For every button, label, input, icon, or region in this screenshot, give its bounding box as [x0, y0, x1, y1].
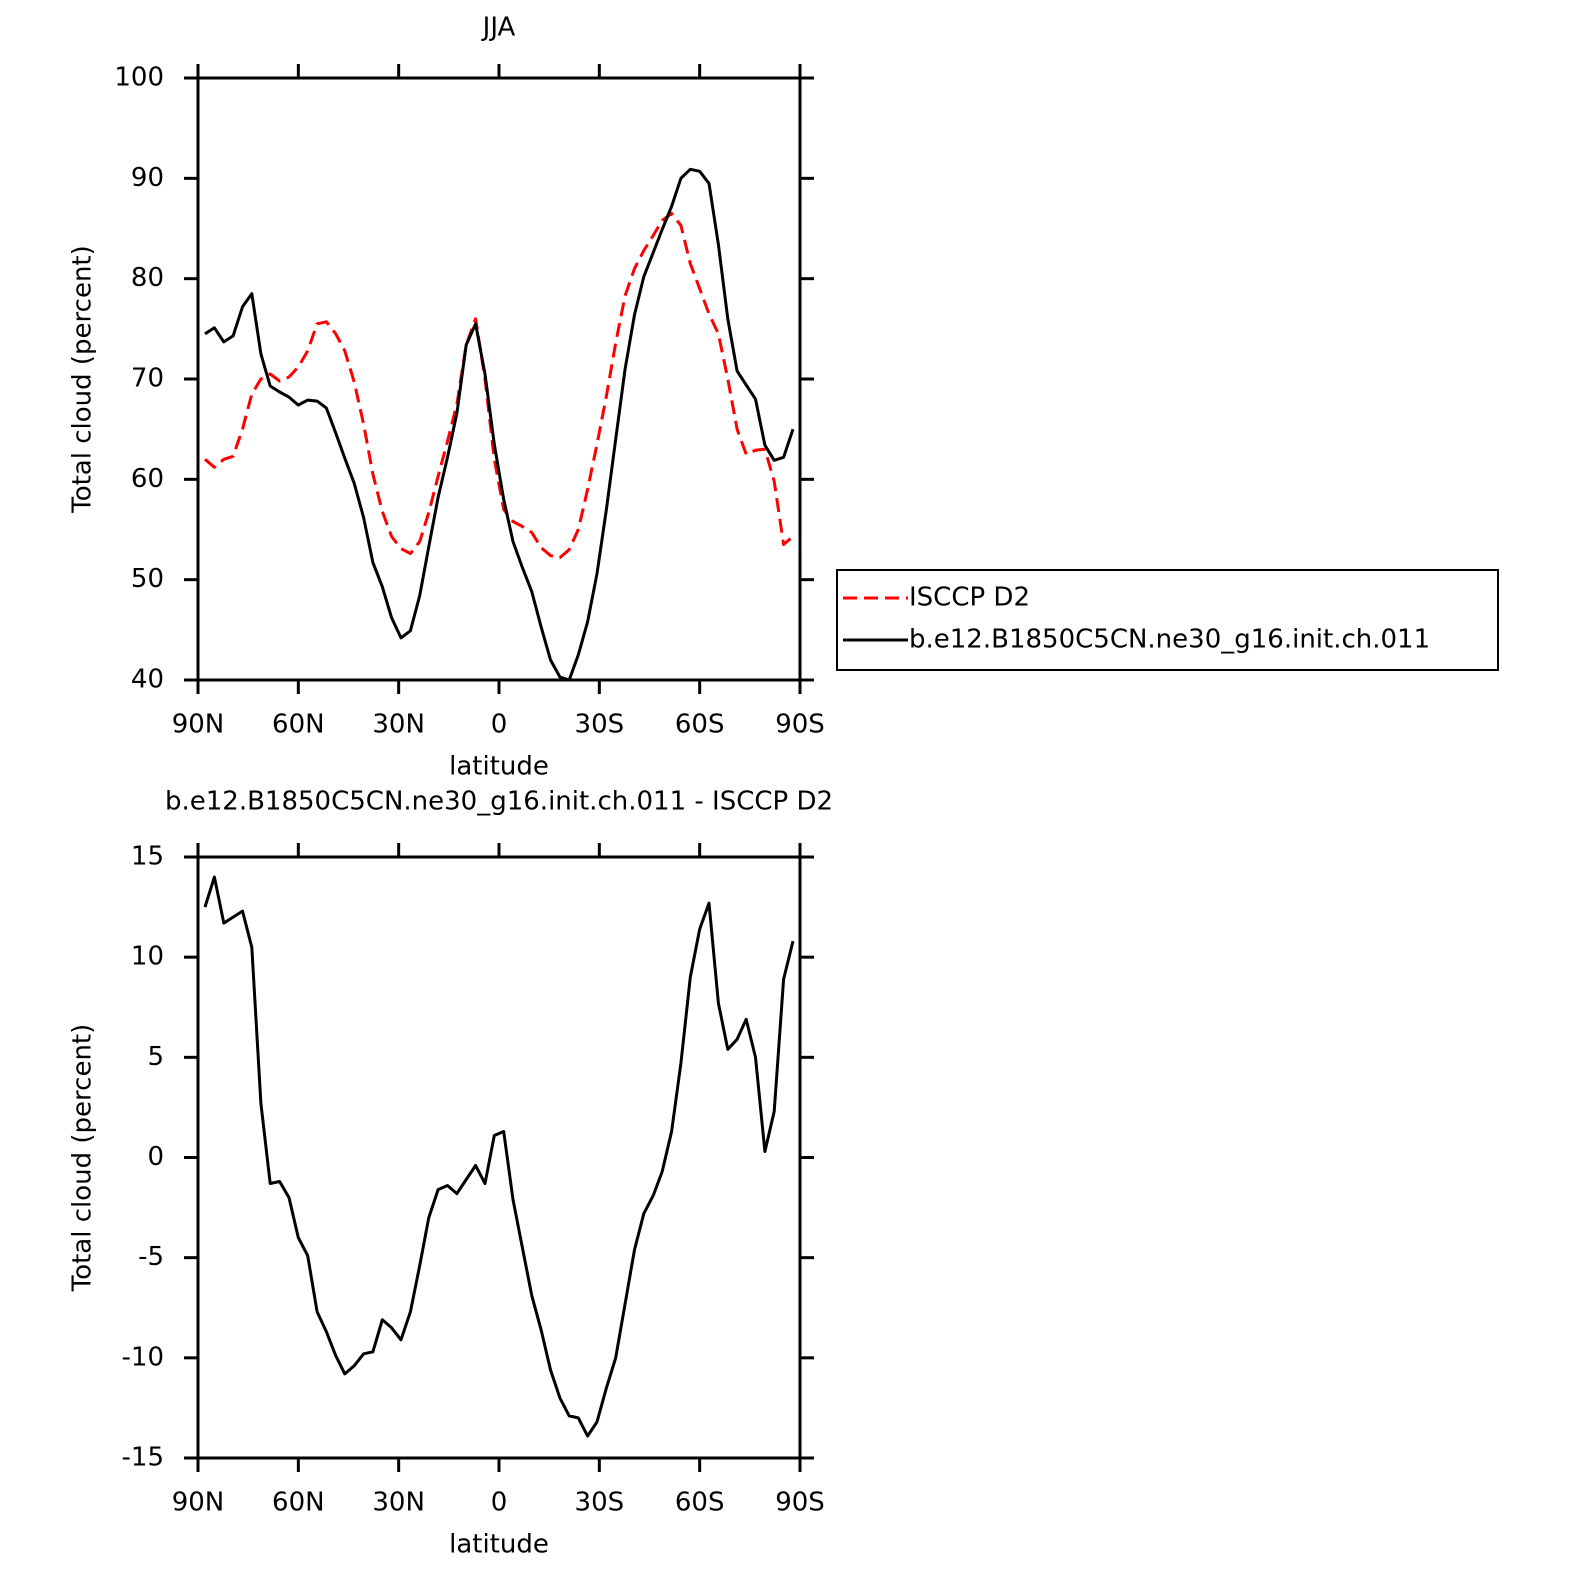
y-tick-label: 100 [114, 63, 164, 93]
x-tick-label: 60N [272, 1488, 325, 1518]
y-tick-label: -5 [138, 1242, 164, 1272]
x-tick-label: 90N [172, 1488, 225, 1518]
x-tick-label: 30N [372, 1488, 425, 1518]
x-tick-label: 90S [775, 1488, 825, 1518]
x-tick-label: 30S [575, 710, 625, 740]
y-tick-label: -10 [122, 1342, 164, 1372]
x-tick-label: 60N [272, 710, 325, 740]
data-line [203, 875, 795, 1438]
y-tick-label: 5 [147, 1042, 164, 1072]
y-tick-label: -15 [122, 1443, 164, 1473]
data-line [204, 211, 794, 560]
legend-label: b.e12.B1850C5CN.ne30_g16.init.ch.011 [909, 625, 1430, 655]
chart-title: JJA [481, 13, 516, 43]
legend-label: ISCCP D2 [909, 583, 1030, 613]
x-tick-label: 30S [575, 1488, 625, 1518]
y-tick-label: 40 [131, 665, 164, 695]
y-tick-label: 90 [131, 163, 164, 193]
y-axis-label: Total cloud (percent) [68, 1024, 98, 1293]
x-tick-label: 0 [491, 710, 508, 740]
x-tick-label: 90S [775, 710, 825, 740]
plot-frame [196, 855, 802, 1460]
y-tick-label: 60 [131, 464, 164, 494]
y-tick-label: 0 [147, 1142, 164, 1172]
y-tick-label: 15 [131, 842, 164, 872]
chart-title: b.e12.B1850C5CN.ne30_g16.init.ch.011 - I… [165, 787, 833, 817]
y-tick-label: 50 [131, 564, 164, 594]
data-line [204, 167, 795, 682]
x-tick-label: 30N [372, 710, 425, 740]
x-tick-label: 90N [172, 710, 225, 740]
x-tick-label: 60S [675, 710, 725, 740]
y-axis-label: Total cloud (percent) [68, 245, 98, 514]
x-axis-label: latitude [449, 752, 549, 782]
x-axis-label: latitude [449, 1530, 549, 1560]
y-tick-label: 80 [131, 263, 164, 293]
y-tick-label: 70 [131, 364, 164, 394]
x-tick-label: 0 [491, 1488, 508, 1518]
y-tick-label: 10 [131, 942, 164, 972]
plot-frame [196, 76, 802, 682]
legend-box [836, 569, 1499, 671]
x-tick-label: 60S [675, 1488, 725, 1518]
